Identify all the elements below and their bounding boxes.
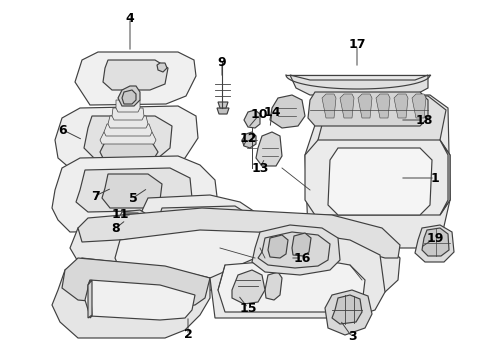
Text: 9: 9 xyxy=(218,55,226,68)
Polygon shape xyxy=(415,225,454,262)
Polygon shape xyxy=(84,116,172,160)
Polygon shape xyxy=(256,132,282,166)
Polygon shape xyxy=(394,94,408,118)
Polygon shape xyxy=(322,94,336,118)
Polygon shape xyxy=(290,75,428,95)
Polygon shape xyxy=(270,95,305,128)
Polygon shape xyxy=(103,60,168,90)
Polygon shape xyxy=(52,156,218,232)
Polygon shape xyxy=(76,168,192,212)
Polygon shape xyxy=(218,258,365,312)
Polygon shape xyxy=(100,136,158,168)
Text: 3: 3 xyxy=(348,330,356,343)
Text: 4: 4 xyxy=(125,12,134,24)
Polygon shape xyxy=(244,110,260,128)
Text: 18: 18 xyxy=(416,113,433,126)
Polygon shape xyxy=(332,295,362,324)
Text: 10: 10 xyxy=(250,108,268,122)
Polygon shape xyxy=(55,106,198,170)
Polygon shape xyxy=(157,63,167,72)
Text: 19: 19 xyxy=(426,231,443,244)
Polygon shape xyxy=(88,280,92,318)
Text: 15: 15 xyxy=(239,302,257,315)
Polygon shape xyxy=(268,235,288,258)
Polygon shape xyxy=(258,232,330,268)
Polygon shape xyxy=(440,140,450,215)
Polygon shape xyxy=(232,270,265,304)
Polygon shape xyxy=(305,140,450,215)
Polygon shape xyxy=(265,272,282,300)
Text: 11: 11 xyxy=(111,208,129,221)
Polygon shape xyxy=(218,102,228,108)
Polygon shape xyxy=(52,258,210,338)
Polygon shape xyxy=(115,230,360,278)
Polygon shape xyxy=(325,290,372,335)
Polygon shape xyxy=(116,210,148,232)
Polygon shape xyxy=(88,280,92,318)
Polygon shape xyxy=(308,92,428,126)
Text: 7: 7 xyxy=(91,189,99,202)
Polygon shape xyxy=(240,272,260,300)
Polygon shape xyxy=(70,218,400,298)
Polygon shape xyxy=(156,206,250,236)
Polygon shape xyxy=(422,228,449,256)
Text: 2: 2 xyxy=(184,328,193,342)
Text: 14: 14 xyxy=(263,105,281,118)
Polygon shape xyxy=(140,195,260,248)
Polygon shape xyxy=(118,86,140,106)
Polygon shape xyxy=(358,94,372,118)
Polygon shape xyxy=(112,108,144,120)
Polygon shape xyxy=(116,100,140,112)
Polygon shape xyxy=(328,148,432,215)
Text: 1: 1 xyxy=(431,171,440,184)
Polygon shape xyxy=(292,233,311,256)
Polygon shape xyxy=(242,132,256,148)
Text: 13: 13 xyxy=(251,162,269,175)
Polygon shape xyxy=(62,258,210,308)
Polygon shape xyxy=(108,116,148,128)
Polygon shape xyxy=(376,94,390,118)
Text: 12: 12 xyxy=(239,131,257,144)
Polygon shape xyxy=(305,95,450,248)
Polygon shape xyxy=(122,90,136,104)
Polygon shape xyxy=(340,94,354,118)
Text: 8: 8 xyxy=(112,221,121,234)
Text: 5: 5 xyxy=(129,192,137,204)
Text: 16: 16 xyxy=(294,252,311,265)
Polygon shape xyxy=(252,225,340,275)
Polygon shape xyxy=(75,52,196,105)
Polygon shape xyxy=(286,75,430,89)
Text: 17: 17 xyxy=(348,39,366,51)
Polygon shape xyxy=(102,174,162,208)
Polygon shape xyxy=(104,124,152,136)
Polygon shape xyxy=(217,108,229,114)
Text: 6: 6 xyxy=(59,123,67,136)
Polygon shape xyxy=(100,132,156,144)
Polygon shape xyxy=(318,96,446,155)
Polygon shape xyxy=(120,213,142,228)
Polygon shape xyxy=(85,280,195,320)
Polygon shape xyxy=(115,224,132,236)
Polygon shape xyxy=(210,234,385,318)
Polygon shape xyxy=(412,94,426,118)
Polygon shape xyxy=(78,208,400,258)
